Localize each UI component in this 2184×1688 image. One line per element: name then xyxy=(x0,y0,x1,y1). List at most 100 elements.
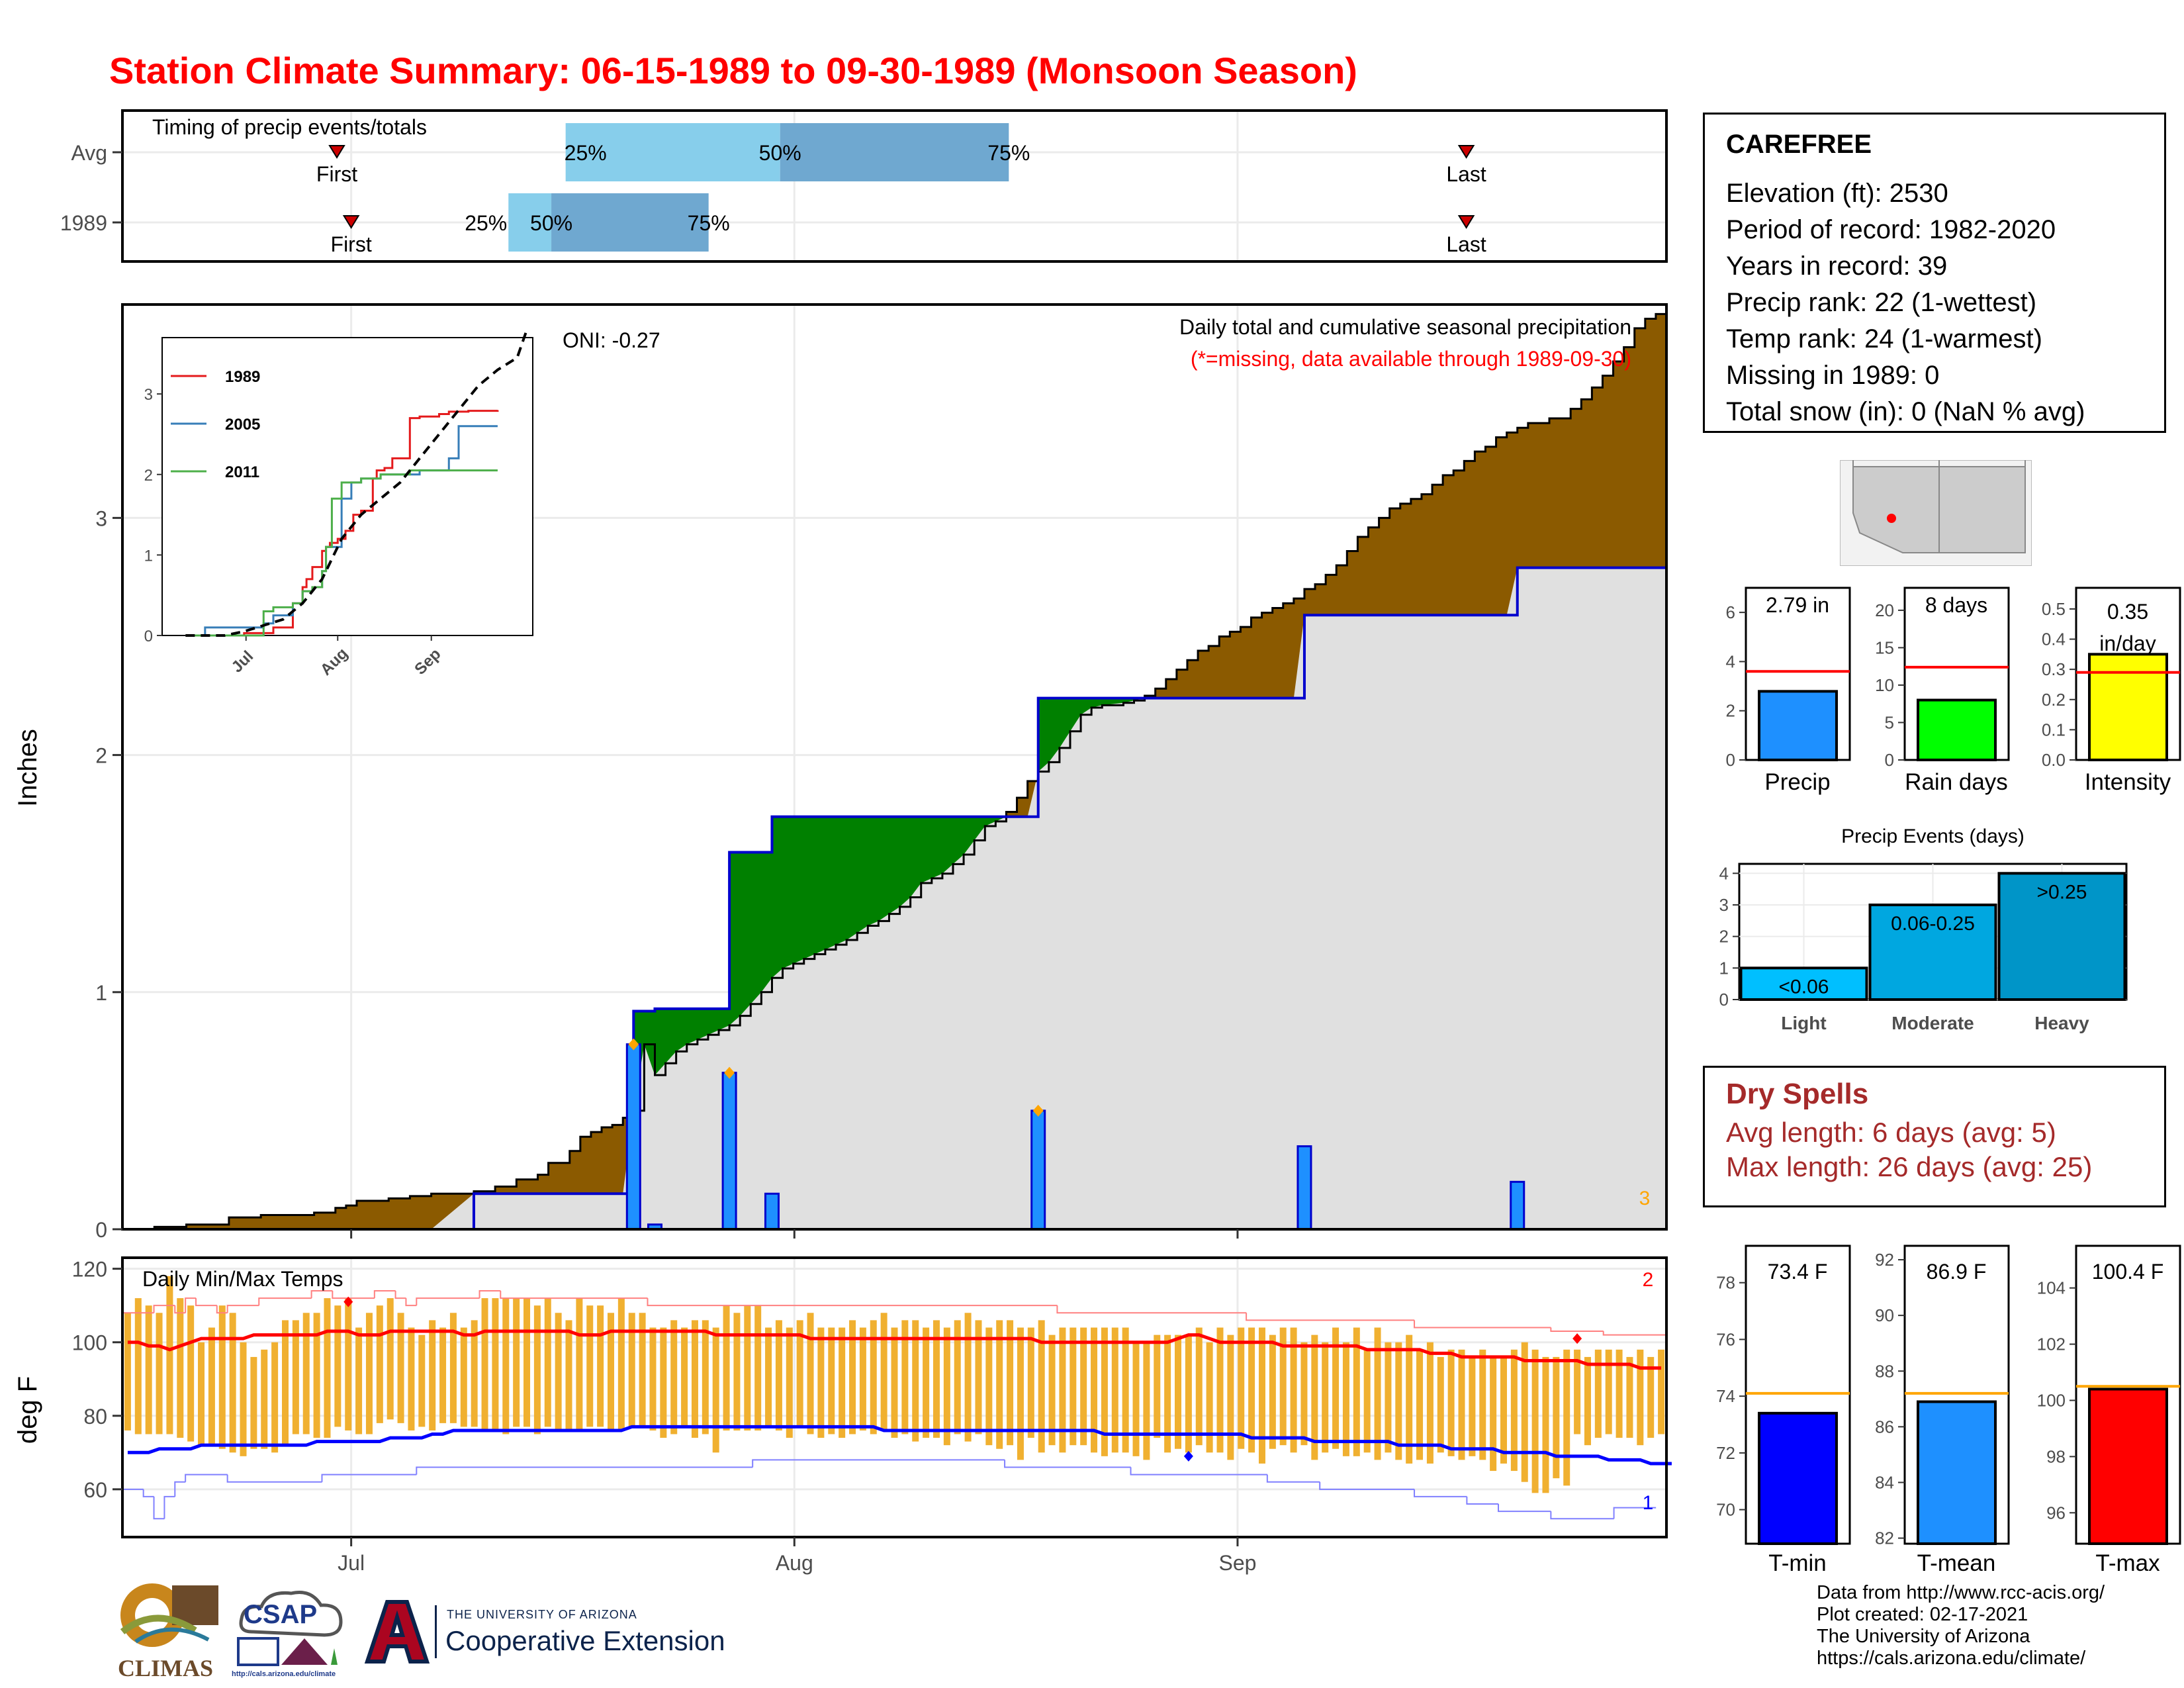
temp-range-bar xyxy=(660,1327,667,1438)
normal-area xyxy=(122,567,1666,1229)
temp-range-bar xyxy=(492,1298,499,1430)
daily-precip-bar xyxy=(764,1192,780,1231)
t-max-value-label: 100.4 F xyxy=(2092,1260,2164,1284)
rain-days-ytick-label: 5 xyxy=(1885,712,1894,732)
temp-range-bar xyxy=(1038,1320,1045,1453)
precip-events-bar-label: <0.06 xyxy=(1779,976,1829,998)
temp-range-bar xyxy=(1584,1356,1591,1446)
inset-legend-label: 2005 xyxy=(225,416,260,434)
precip-events-chart: Precip Events (days) 0 1 2 3 4 <0.06 Light 0.06-… xyxy=(1719,825,2128,1033)
page-title: Station Climate Summary: 06-15-1989 to 0… xyxy=(109,50,1357,91)
precip-total-ytick-label: 4 xyxy=(1726,651,1735,671)
temp-range-bar xyxy=(1437,1356,1444,1453)
climas-logo: CLIMAS xyxy=(109,1579,222,1681)
timing-first-marker xyxy=(342,215,360,229)
timing-row-label: Avg xyxy=(71,141,107,165)
t-max-ytick-label: 104 xyxy=(2037,1278,2066,1298)
temp-range-bar xyxy=(1091,1327,1098,1453)
temp-range-bar xyxy=(292,1320,299,1434)
temp-range-bar xyxy=(229,1313,236,1453)
temp-range-bar xyxy=(502,1298,510,1434)
station-missing: Missing in 1989: 0 xyxy=(1726,361,1940,390)
intensity-value-unit: in/day xyxy=(2099,632,2156,655)
timing-last-label: Last xyxy=(1446,162,1486,186)
rain-days-ytick-label: 10 xyxy=(1875,675,1894,695)
temp-range-bar xyxy=(817,1327,825,1438)
precip-total-ytick-label: 2 xyxy=(1726,701,1735,721)
temp-range-bar xyxy=(177,1298,184,1438)
temp-range-bar xyxy=(533,1305,541,1434)
temp-range-bar xyxy=(1248,1327,1255,1453)
inset-legend-label: 2011 xyxy=(225,463,259,481)
precip-events-ytick-label: 3 xyxy=(1719,895,1729,915)
daily-precip-marker xyxy=(724,1066,735,1079)
temp-ytick-label: 60 xyxy=(83,1478,107,1502)
temp-range-bar xyxy=(408,1327,415,1430)
timing-bar-25-50 xyxy=(565,123,780,181)
temp-range-bar xyxy=(418,1335,426,1427)
temp-range-bar xyxy=(923,1327,930,1438)
temp-range-bar xyxy=(1658,1349,1665,1434)
inset-legend-label: 1989 xyxy=(225,368,260,386)
temp-range-bar xyxy=(355,1327,363,1434)
temp-ytick-label: 120 xyxy=(72,1258,107,1282)
temp-range-bar xyxy=(1531,1349,1539,1493)
temp-range-bar xyxy=(880,1313,887,1430)
temp-ylabel: deg F xyxy=(13,1376,42,1444)
temp-range-bar xyxy=(334,1305,341,1427)
temp-range-bar xyxy=(639,1313,646,1427)
cumulative-1989-line xyxy=(122,312,1666,1231)
temp-range-bar xyxy=(1143,1342,1150,1460)
main-frame xyxy=(121,303,1668,1231)
timing-first-label: First xyxy=(331,232,372,256)
temp-range-bar xyxy=(1353,1327,1360,1456)
temp-range-bar xyxy=(302,1313,310,1434)
tmax-record-marker xyxy=(1572,1333,1582,1344)
precip-events-category: Light xyxy=(1781,1013,1826,1033)
precip-events-bar xyxy=(1868,903,1997,1001)
timing-pct-25: 25% xyxy=(565,141,607,165)
main-ytick-label: 3 xyxy=(95,506,107,530)
timing-pct-50: 50% xyxy=(759,141,801,165)
t-min-ytick-label: 78 xyxy=(1716,1273,1735,1293)
temp-range-bar xyxy=(649,1327,657,1430)
intensity-ytick-label: 0.1 xyxy=(2042,720,2066,739)
t-min-category-label: T-min xyxy=(1768,1550,1827,1576)
temp-range-bar xyxy=(345,1298,352,1430)
timing-bar-25-50 xyxy=(508,193,552,252)
temp-ytick-label: 100 xyxy=(72,1331,107,1355)
temp-range-bar xyxy=(1395,1342,1402,1460)
temp-range-bar xyxy=(1279,1327,1287,1446)
temp-range-bar xyxy=(218,1305,226,1449)
temp-range-bar xyxy=(1447,1349,1455,1456)
temp-range-bar xyxy=(513,1298,520,1427)
precip-events-bar-label: 0.06-0.25 xyxy=(1891,913,1975,935)
t-min-ytick-label: 72 xyxy=(1716,1443,1735,1463)
temp-range-bar xyxy=(859,1327,866,1430)
new-mexico-shape xyxy=(1938,466,2026,553)
temp-range-bar xyxy=(901,1320,909,1434)
timing-pct-75: 75% xyxy=(688,211,730,235)
station-elevation: Elevation (ft): 2530 xyxy=(1726,179,1948,208)
daily-precip-marker xyxy=(628,1038,639,1051)
temp-range-bar xyxy=(796,1320,803,1427)
main-ylabel: Inches xyxy=(13,729,42,807)
precip-events-ytick-label: 0 xyxy=(1719,990,1729,1009)
temp-range-bar xyxy=(1385,1342,1392,1453)
t-mean-value-label: 86.9 F xyxy=(1927,1260,1987,1284)
temp-range-bar xyxy=(1154,1335,1161,1438)
temp-range-bar xyxy=(1500,1356,1508,1464)
temp-range-bar xyxy=(365,1313,373,1434)
temp-summary-bars: 70 72 74 76 78 73.4 F T-min 82 84 86 88 90 92 86.9 F T… xyxy=(1716,1244,2181,1576)
temp-range-bar xyxy=(576,1298,583,1430)
tmin-record-line xyxy=(122,1459,1657,1520)
tmin-record-marker xyxy=(1183,1450,1193,1462)
station-period: Period of record: 1982-2020 xyxy=(1726,215,2056,244)
timing-first-marker xyxy=(328,145,345,159)
temp-range-bar xyxy=(145,1305,152,1434)
precip-total-ytick-label: 6 xyxy=(1726,602,1735,622)
temp-range-bar xyxy=(313,1313,320,1438)
inset-ytick-label: 0 xyxy=(144,628,153,645)
credit-plot-created: Plot created: 02-17-2021 xyxy=(1817,1604,2028,1625)
temp-range-bar xyxy=(1300,1342,1308,1446)
